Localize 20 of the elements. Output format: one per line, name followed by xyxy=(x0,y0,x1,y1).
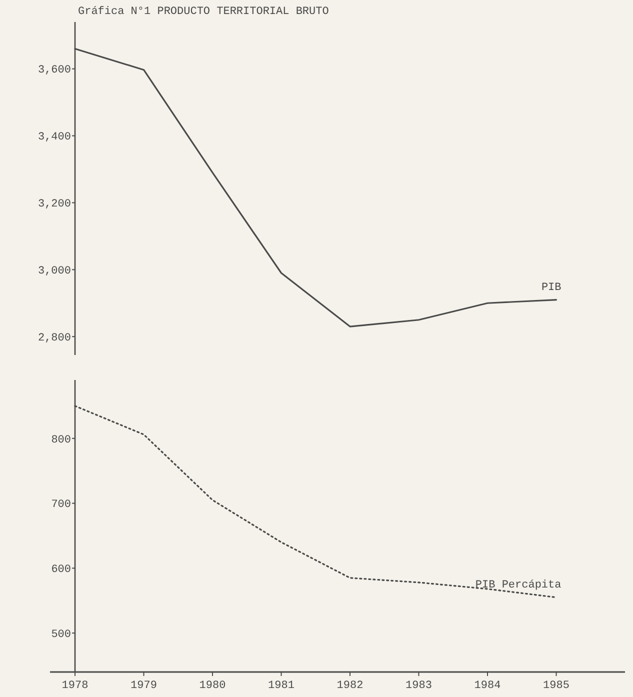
y-tick-label: 800 xyxy=(51,434,71,446)
y-tick-label: 600 xyxy=(51,564,71,576)
y-tick-label: 3,600 xyxy=(38,64,71,77)
x-tick-label: 1983 xyxy=(406,680,432,692)
y-tick-label: 700 xyxy=(51,499,71,512)
x-tick-label: 1980 xyxy=(199,680,226,692)
x-tick-label: 1978 xyxy=(62,680,88,692)
y-tick-label: 3,000 xyxy=(38,266,71,278)
series-label: PIB xyxy=(541,282,562,294)
y-tick-label: 3,200 xyxy=(38,198,71,211)
x-tick-label: 1984 xyxy=(474,680,502,692)
x-tick-label: 1979 xyxy=(130,680,157,692)
x-tick-label: 1981 xyxy=(268,680,295,692)
y-tick-label: 3,400 xyxy=(38,132,71,144)
chart-title: Gráfica N°1 PRODUCTO TERRITORIAL BRUTO xyxy=(78,6,330,18)
y-tick-label: 2,800 xyxy=(38,332,71,344)
y-tick-label: 500 xyxy=(51,628,71,641)
x-tick-label: 1982 xyxy=(336,680,364,692)
x-tick-label: 1985 xyxy=(543,680,570,692)
series-label: PIB Percápita xyxy=(475,579,562,592)
